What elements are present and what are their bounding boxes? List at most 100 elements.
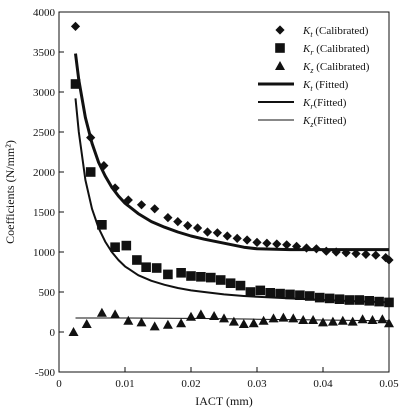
x-tick-label: 0.04 [313, 378, 333, 390]
square-point [314, 292, 325, 303]
triangle-point [110, 309, 121, 319]
triangle-point [288, 313, 299, 323]
diamond-point [212, 228, 222, 238]
series-k-z-fitted [75, 317, 390, 322]
plot-frame [58, 11, 390, 373]
square-point [295, 290, 305, 300]
series-k-r-fitted [74, 98, 390, 304]
x-axis-label: IACT (mm) [195, 394, 252, 408]
legend-label: Kr(Fitted) [302, 97, 347, 111]
diamond-point [183, 221, 193, 231]
diamond-point [222, 231, 232, 241]
fitted-line-k-z-fitted [75, 317, 390, 322]
legend-diamond-swatch [275, 25, 285, 35]
x-axis-ticks: 0 0.01 0.02 0.03 0.04 0.05 [56, 367, 399, 390]
fitted-line-k-r-fitted [74, 98, 390, 304]
triangle-point [268, 313, 279, 323]
legend-square-swatch [275, 43, 285, 53]
square-point [225, 278, 236, 288]
y-axis-ticks: -500 0 500 1000 1500 2000 2500 3000 3500 4000 [33, 7, 64, 379]
triangle-point [219, 313, 229, 323]
y-axis-label: Coefficients (N/mm²) [3, 140, 17, 244]
triangle-point [278, 312, 289, 322]
triangle-point [347, 316, 358, 326]
square-point [235, 280, 246, 291]
triangle-point [377, 314, 388, 324]
square-point [141, 262, 151, 272]
square-point [121, 240, 132, 251]
square-point [255, 285, 266, 296]
legend-entry: Kt (Fitted) [258, 79, 349, 93]
y-tick-label: 3500 [33, 47, 56, 59]
square-point [85, 167, 96, 177]
square-point [176, 268, 186, 278]
diamond-point [384, 255, 394, 265]
triangle-point [384, 318, 394, 328]
legend-triangle-swatch [275, 61, 285, 70]
diamond-point [341, 248, 351, 258]
legend-entry: Kz (Calibrated) [275, 61, 370, 75]
series-k-t-fitted [74, 53, 389, 252]
triangle-point [96, 307, 107, 317]
triangle-point [136, 317, 147, 327]
square-point [215, 275, 226, 285]
legend-label: Kz(Fitted) [302, 115, 347, 129]
diamond-point [282, 240, 292, 250]
diamond-point [361, 249, 371, 259]
diamond-point [193, 223, 203, 233]
diamond-point [252, 237, 262, 247]
fitted-line-k-t-fitted [74, 53, 389, 252]
square-point [206, 272, 216, 283]
legend-entry: Kt (Calibrated) [275, 25, 369, 39]
diamond-point [321, 246, 331, 256]
triangle-point [68, 327, 79, 336]
y-tick-label: 500 [39, 287, 56, 299]
x-tick-label: 0.03 [247, 378, 267, 390]
legend-label: Kt (Fitted) [302, 79, 349, 93]
triangle-point [209, 311, 220, 320]
legend-entry: Kz(Fitted) [258, 115, 347, 129]
square-point [196, 272, 206, 282]
square-point [70, 79, 81, 89]
square-point [334, 294, 345, 304]
diamond-point [202, 227, 213, 237]
diamond-point [351, 249, 361, 259]
diamond-point [292, 241, 302, 251]
series-k-t-calibrated [70, 21, 394, 265]
series-k-r-calibrated [70, 79, 394, 308]
triangle-point [238, 319, 249, 328]
triangle-point [176, 318, 187, 328]
square-point [275, 288, 285, 299]
y-tick-label: 2000 [33, 167, 56, 179]
square-point [265, 288, 275, 298]
diamond-point [136, 200, 147, 210]
x-tick-label: 0.01 [115, 378, 134, 390]
square-point [285, 289, 295, 300]
square-point [132, 255, 142, 265]
square-point [97, 220, 107, 230]
y-tick-label: 0 [50, 327, 56, 339]
triangle-point [258, 315, 269, 325]
diamond-point [272, 239, 282, 249]
triangle-point [81, 319, 92, 328]
data-series [68, 21, 394, 336]
legend-label: Kt (Calibrated) [302, 25, 369, 39]
y-tick-label: 2500 [33, 127, 56, 139]
legend-label: Kz (Calibrated) [302, 61, 370, 75]
diamond-point [232, 233, 242, 243]
diamond-point [242, 235, 252, 245]
legend-entry: Kr (Calibrated) [275, 43, 370, 57]
diamond-point [163, 213, 173, 223]
diamond-point [70, 21, 81, 31]
diamond-point [301, 243, 312, 253]
legend-entry: Kr(Fitted) [258, 97, 347, 111]
legend-label: Kr (Calibrated) [302, 43, 370, 57]
square-point [163, 269, 173, 280]
y-tick-label: 1500 [33, 207, 56, 219]
square-point [354, 295, 365, 305]
triangle-point [228, 316, 239, 326]
x-tick-label: 0.05 [379, 378, 399, 390]
y-tick-label: 3000 [33, 87, 56, 99]
series-k-z-calibrated [68, 307, 394, 336]
triangle-point [248, 318, 259, 328]
